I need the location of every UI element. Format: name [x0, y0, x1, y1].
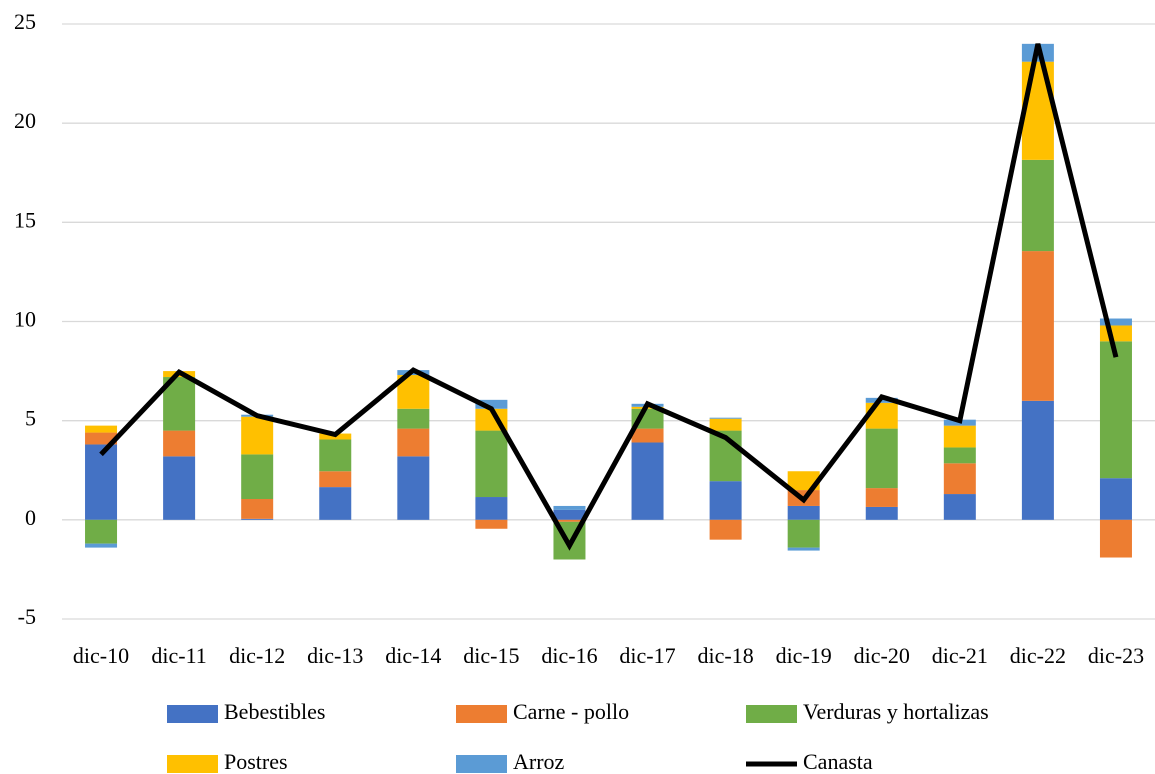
bar: [397, 456, 430, 520]
bar: [1021, 61, 1054, 160]
legend-swatch: [456, 755, 507, 773]
legend-label: Bebestibles: [224, 699, 325, 724]
x-tick-label: dic-14: [385, 643, 441, 668]
x-tick-label: dic-11: [151, 643, 206, 668]
bar: [241, 499, 274, 519]
bar: [943, 463, 976, 495]
bar: [787, 505, 820, 520]
x-tick-label: dic-13: [307, 643, 363, 668]
legend-swatch: [746, 705, 797, 723]
legend-label: Verduras y hortalizas: [803, 699, 989, 724]
bar: [709, 417, 742, 419]
x-tick-label: dic-19: [776, 643, 832, 668]
y-tick-label: -5: [18, 604, 36, 629]
bar: [709, 418, 742, 431]
bar: [319, 471, 352, 488]
x-tick-label: dic-23: [1088, 643, 1144, 668]
y-tick-label: 20: [14, 108, 36, 133]
bar: [553, 509, 586, 520]
bar: [319, 439, 352, 472]
x-tick-label: dic-17: [619, 643, 675, 668]
y-tick-label: 10: [14, 307, 36, 332]
bar: [709, 519, 742, 540]
bar: [943, 447, 976, 464]
bar: [553, 519, 586, 522]
legend-swatch: [456, 705, 507, 723]
bar: [1099, 318, 1132, 326]
bar: [787, 547, 820, 551]
bar: [1099, 519, 1132, 558]
legend-label: Postres: [224, 749, 288, 774]
bar: [1099, 478, 1132, 520]
bar: [631, 442, 664, 520]
bar: [85, 444, 118, 520]
bar: [241, 518, 274, 520]
bar: [397, 428, 430, 457]
legend-swatch: [167, 755, 218, 773]
bar: [241, 454, 274, 500]
bar: [475, 399, 508, 409]
bar: [475, 430, 508, 498]
x-tick-label: dic-10: [73, 643, 129, 668]
x-tick-label: dic-16: [541, 643, 597, 668]
bar: [865, 428, 898, 489]
legend-label: Arroz: [513, 749, 565, 774]
bar: [1021, 251, 1054, 401]
x-tick-label: dic-20: [854, 643, 910, 668]
x-tick-label: dic-15: [463, 643, 519, 668]
bar: [1099, 341, 1132, 479]
x-tick-label: dic-22: [1010, 643, 1066, 668]
bar: [163, 430, 196, 457]
bar: [631, 428, 664, 443]
bar: [1099, 325, 1132, 342]
y-tick-label: 0: [25, 505, 36, 530]
bar: [85, 425, 118, 433]
line: [99, 43, 1119, 551]
bar: [865, 488, 898, 507]
legend-swatch: [167, 705, 218, 723]
bar: [163, 456, 196, 520]
legend-label: Canasta: [803, 749, 873, 774]
bar: [865, 506, 898, 520]
bar: [553, 505, 586, 510]
bar: [85, 543, 118, 548]
bar: [319, 487, 352, 520]
legend-label: Carne - pollo: [513, 699, 629, 724]
bar: [787, 519, 820, 548]
x-tick-label: dic-21: [932, 643, 988, 668]
bar: [241, 416, 274, 455]
bar: [1021, 159, 1054, 252]
bar: [943, 425, 976, 448]
x-tick-label: dic-18: [698, 643, 754, 668]
bar: [85, 432, 118, 445]
bar: [397, 408, 430, 429]
bar: [709, 481, 742, 520]
x-tick-label: dic-12: [229, 643, 285, 668]
bar: [943, 494, 976, 520]
bar: [475, 497, 508, 520]
y-tick-label: 15: [14, 207, 36, 232]
bar: [85, 519, 118, 544]
bar: [475, 519, 508, 529]
y-tick-label: 5: [25, 406, 36, 431]
y-tick-label: 25: [14, 9, 36, 34]
bar: [1021, 400, 1054, 520]
